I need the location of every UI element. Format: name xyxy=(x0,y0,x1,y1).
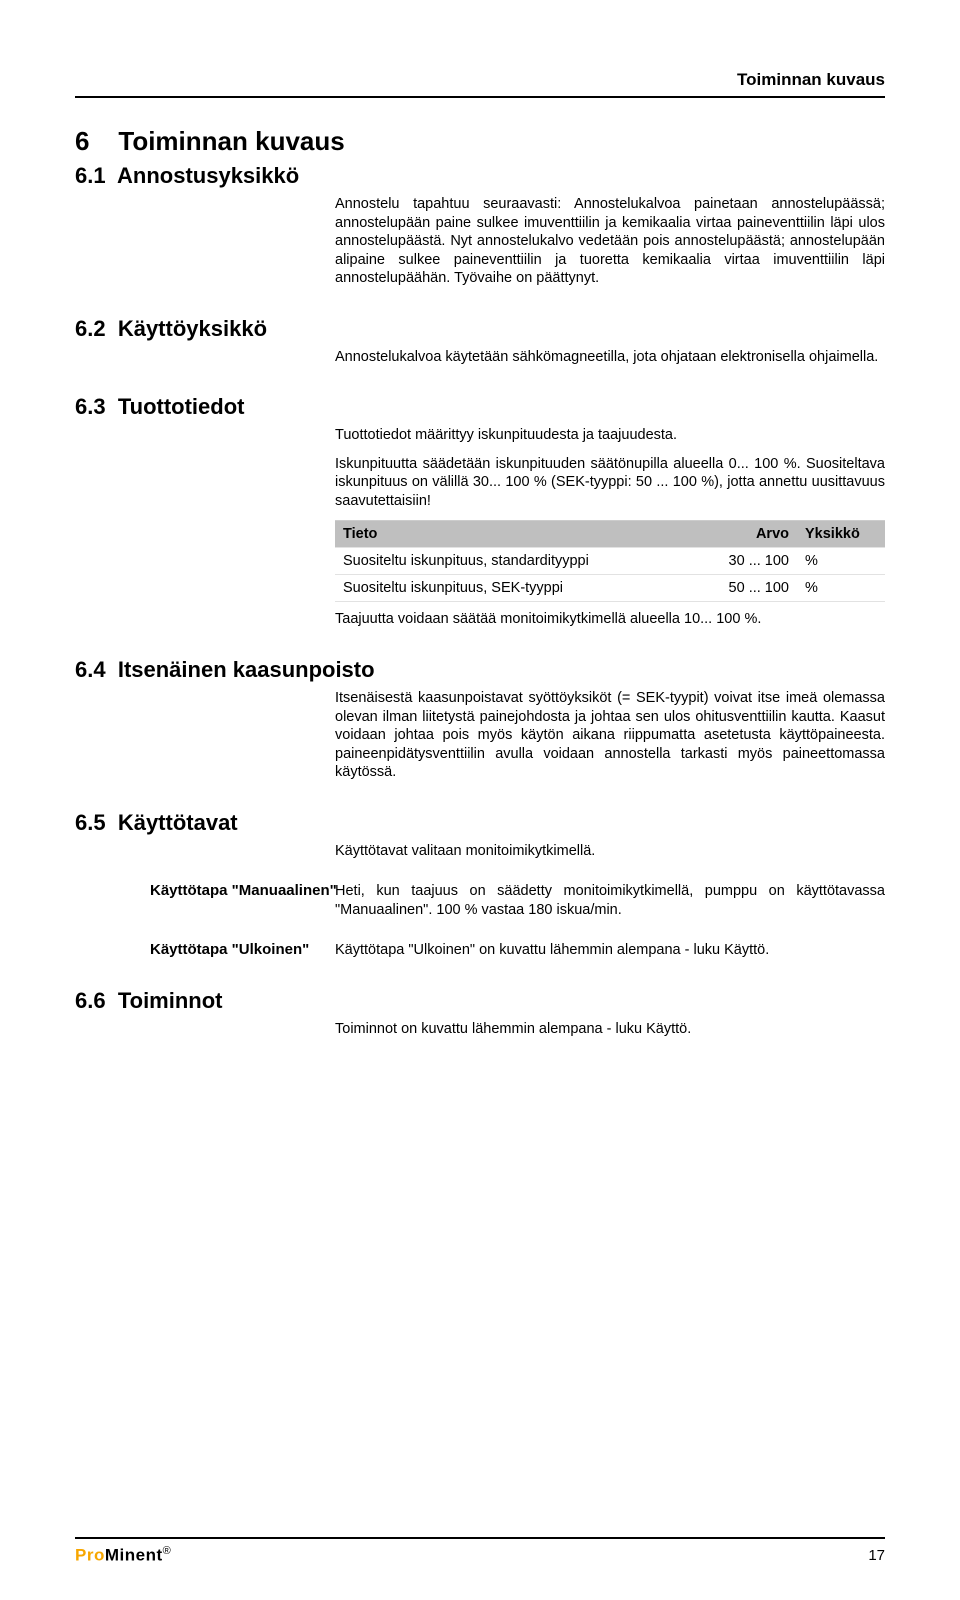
page-footer: ProMinent® 17 xyxy=(75,1537,885,1566)
h2-num-65: 6.5 xyxy=(75,810,106,835)
label-ulkoinen: Käyttötapa "Ulkoinen" xyxy=(150,941,309,958)
td-yksikko: % xyxy=(797,575,885,602)
h2-kayttoyksikko: 6.2 Käyttöyksikkö xyxy=(75,316,885,342)
running-head: Toiminnan kuvaus xyxy=(75,70,885,98)
logo: ProMinent® xyxy=(75,1545,171,1566)
h2-num-61: 6.1 xyxy=(75,163,106,188)
logo-pro: Pro xyxy=(75,1546,105,1565)
table-row: Suositeltu iskunpituus, standardityyppi … xyxy=(335,548,885,575)
p-63-3: Taajuutta voidaan säätää monitoimikytkim… xyxy=(335,610,885,629)
h2-title-65: Käyttötavat xyxy=(118,810,238,835)
p-63-1: Tuottotiedot määrittyy iskunpituudesta j… xyxy=(335,426,885,445)
h2-num-63: 6.3 xyxy=(75,394,106,419)
p-65-ulkoinen: Käyttötapa "Ulkoinen" on kuvattu lähemmi… xyxy=(335,941,885,960)
h2-annostusyksikko: 6.1 Annostusyksikkö xyxy=(75,163,885,189)
h2-title-61: Annostusyksikkö xyxy=(117,163,299,188)
th-arvo: Arvo xyxy=(676,521,797,548)
label-manuaalinen: Käyttötapa "Manuaalinen" xyxy=(150,882,337,899)
td-tieto: Suositeltu iskunpituus, standardityyppi xyxy=(335,548,676,575)
page-number: 17 xyxy=(868,1547,885,1564)
td-yksikko: % xyxy=(797,548,885,575)
p-66: Toiminnot on kuvattu lähemmin alempana -… xyxy=(335,1020,885,1039)
h2-title-64: Itsenäinen kaasunpoisto xyxy=(118,657,375,682)
h1-toiminnan-kuvaus: 6 Toiminnan kuvaus xyxy=(75,126,885,157)
h2-num-66: 6.6 xyxy=(75,988,106,1013)
th-yksikko: Yksikkö xyxy=(797,521,885,548)
h2-itsenainen: 6.4 Itsenäinen kaasunpoisto xyxy=(75,657,885,683)
p-61: Annostelu tapahtuu seuraavasti: Annostel… xyxy=(335,195,885,288)
h2-title-66: Toiminnot xyxy=(118,988,223,1013)
p-62: Annostelukalvoa käytetään sähkömagneetil… xyxy=(335,348,885,367)
p-63-2: Iskunpituutta säädetään iskunpituuden sä… xyxy=(335,455,885,511)
table-row: Tieto Arvo Yksikkö xyxy=(335,521,885,548)
table-row: Suositeltu iskunpituus, SEK-tyyppi 50 ..… xyxy=(335,575,885,602)
table-tuottotiedot: Tieto Arvo Yksikkö Suositeltu iskunpituu… xyxy=(335,520,885,602)
p-64: Itsenäisestä kaasunpoistavat syöttöyksik… xyxy=(335,689,885,782)
th-tieto: Tieto xyxy=(335,521,676,548)
p-65-intro: Käyttötavat valitaan monitoimikytkimellä… xyxy=(335,842,885,861)
p-65-manuaalinen: Heti, kun taajuus on säädetty monitoimik… xyxy=(335,882,885,919)
h2-toiminnot: 6.6 Toiminnot xyxy=(75,988,885,1014)
h2-num-62: 6.2 xyxy=(75,316,106,341)
td-arvo: 50 ... 100 xyxy=(676,575,797,602)
h2-tuottotiedot: 6.3 Tuottotiedot xyxy=(75,394,885,420)
h2-title-62: Käyttöyksikkö xyxy=(118,316,267,341)
h2-num-64: 6.4 xyxy=(75,657,106,682)
td-tieto: Suositeltu iskunpituus, SEK-tyyppi xyxy=(335,575,676,602)
h2-kayttotavat: 6.5 Käyttötavat xyxy=(75,810,885,836)
h1-title: Toiminnan kuvaus xyxy=(118,126,344,156)
h2-title-63: Tuottotiedot xyxy=(118,394,245,419)
logo-minent: Minent xyxy=(105,1546,163,1565)
h1-num: 6 xyxy=(75,126,89,156)
td-arvo: 30 ... 100 xyxy=(676,548,797,575)
logo-reg: ® xyxy=(163,1545,172,1557)
